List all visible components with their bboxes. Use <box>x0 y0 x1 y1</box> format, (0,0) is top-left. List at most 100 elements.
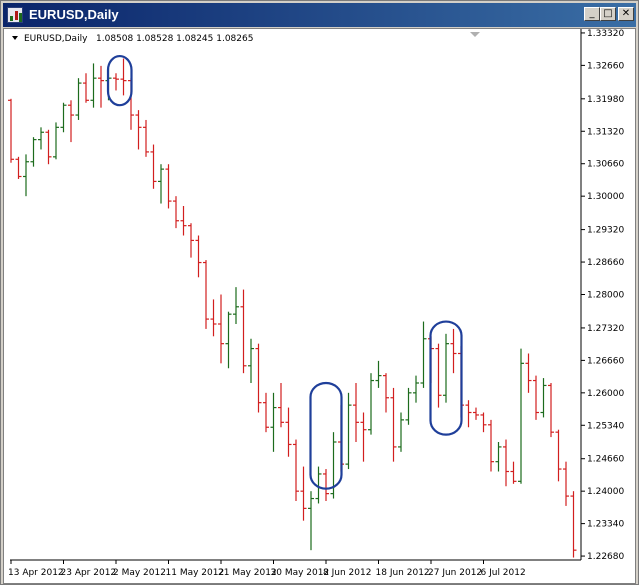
ohlc-bar <box>413 375 419 403</box>
ohlc-bar <box>90 63 97 108</box>
ohlc-bar <box>195 235 202 278</box>
highlight-oval <box>429 320 463 436</box>
ohlc-bar <box>30 137 37 167</box>
minimize-button[interactable]: _ <box>584 7 600 21</box>
ohlc-bar <box>525 353 532 393</box>
ohlc-bar <box>75 78 82 120</box>
ohlc-bar <box>83 73 89 103</box>
ohlc-bar <box>323 469 329 501</box>
ohlc-bar <box>473 407 479 420</box>
maximize-button[interactable]: □ <box>600 7 616 21</box>
title-bar[interactable]: EURUSD,Daily _ □ ✕ <box>3 3 636 27</box>
ohlc-bar <box>248 338 254 383</box>
time-tick-label: 21 May 2012 <box>218 568 277 578</box>
time-tick-label: 13 Apr 2012 <box>8 568 64 578</box>
price-tick-label: 1.28000 <box>587 291 624 301</box>
ohlc-bar <box>233 287 239 324</box>
chart-app-icon <box>7 7 23 23</box>
time-tick-label: 18 Jun 2012 <box>376 568 430 578</box>
ohlc-bar <box>480 412 487 433</box>
ohlc-bar <box>390 387 397 462</box>
price-tick-label: 1.26660 <box>587 356 624 366</box>
price-tick-label: 1.31980 <box>587 95 624 105</box>
price-chart[interactable]: 1.33320 1.32660 1.31980 1.31320 1.30660 1.300… <box>4 29 635 583</box>
ohlc-bar <box>8 98 14 163</box>
ohlc-values: 1.08508 1.08528 1.08245 1.08265 <box>96 34 253 44</box>
ohlc-bar <box>405 387 412 425</box>
ohlc-bar <box>23 154 29 197</box>
close-button[interactable]: ✕ <box>618 7 634 21</box>
price-tick-label: 1.26000 <box>587 389 624 399</box>
ohlc-bar <box>563 461 569 506</box>
ohlc-bar <box>98 65 104 108</box>
highlight-oval <box>309 381 343 490</box>
ohlc-bar <box>533 375 539 420</box>
price-tick-label: 1.28660 <box>587 258 624 268</box>
ohlc-bar <box>278 383 284 428</box>
chart-area[interactable]: 1.33320 1.32660 1.31980 1.31320 1.30660 1.300… <box>3 28 636 584</box>
ohlc-bar <box>510 461 517 484</box>
ohlc-bar <box>383 373 389 413</box>
ohlc-bar <box>225 311 232 369</box>
ohlc-bar <box>53 122 59 160</box>
ohlc-bar <box>488 419 494 472</box>
ohlc-bar <box>68 100 74 143</box>
ohlc-bar <box>548 383 554 438</box>
ohlc-bar <box>158 164 164 204</box>
ohlc-bar <box>465 400 472 428</box>
ohlc-bar <box>180 206 187 236</box>
time-tick-label: 8 Jun 2012 <box>323 568 371 578</box>
price-tick-label: 1.32660 <box>587 61 624 71</box>
ohlc-bar <box>135 110 142 150</box>
chart-header: EURUSD,Daily 1.08508 1.08528 1.08245 1.0… <box>12 34 253 44</box>
ohlc-bar <box>353 383 359 442</box>
ohlc-bar <box>435 343 442 408</box>
price-tick-label: 1.29320 <box>587 226 624 236</box>
time-tick-label: 23 Apr 2012 <box>61 568 117 578</box>
ohlc-bar <box>210 299 217 337</box>
time-tick-label: 2 May 2012 <box>113 568 166 578</box>
price-tick-label: 1.30000 <box>587 192 624 202</box>
time-tick-label: 27 Jun 2012 <box>428 568 482 578</box>
ohlc-bar <box>368 373 374 435</box>
price-tick-label: 1.24660 <box>587 455 624 465</box>
price-tick-label: 1.22680 <box>587 552 624 562</box>
time-tick-label: 30 May 2012 <box>271 568 330 578</box>
ohlc-bar <box>555 429 562 482</box>
price-tick-label: 1.33320 <box>587 29 624 39</box>
ohlc-bar <box>240 289 247 374</box>
ohlc-bar <box>308 491 314 551</box>
price-tick-label: 1.23340 <box>587 520 624 530</box>
ohlc-bar <box>60 102 67 133</box>
ohlc-bar <box>15 156 22 179</box>
price-tick-label: 1.24000 <box>587 487 624 497</box>
ohlc-bar <box>150 144 157 189</box>
ohlc-bar <box>375 360 382 388</box>
ohlc-bar <box>420 321 427 388</box>
ohlc-bar <box>518 348 524 484</box>
ohlc-bar <box>540 378 547 418</box>
highlight-oval <box>106 54 133 107</box>
dropdown-arrow-icon[interactable] <box>12 36 18 40</box>
ohlc-bar <box>120 58 127 96</box>
ohlc-bar <box>143 119 149 157</box>
ohlc-bar <box>270 392 277 452</box>
time-tick-label: 6 Jul 2012 <box>481 568 526 578</box>
ohlc-bar <box>398 412 404 452</box>
ohlc-bar <box>450 328 457 374</box>
ohlc-bar <box>360 412 367 462</box>
ohlc-bar <box>293 439 299 501</box>
highlight-markers <box>106 54 463 490</box>
ohlc-bar <box>503 439 509 487</box>
symbol-label: EURUSD,Daily <box>24 34 88 44</box>
ohlc-bar <box>173 196 179 229</box>
chart-shift-marker-icon[interactable] <box>470 32 480 37</box>
ohlc-bar <box>165 164 172 209</box>
ohlc-bar <box>218 294 224 364</box>
ohlc-bar <box>315 466 322 504</box>
ohlc-bar <box>113 73 119 91</box>
price-tick-label: 1.31320 <box>587 127 624 137</box>
ohlc-bar <box>203 260 209 329</box>
